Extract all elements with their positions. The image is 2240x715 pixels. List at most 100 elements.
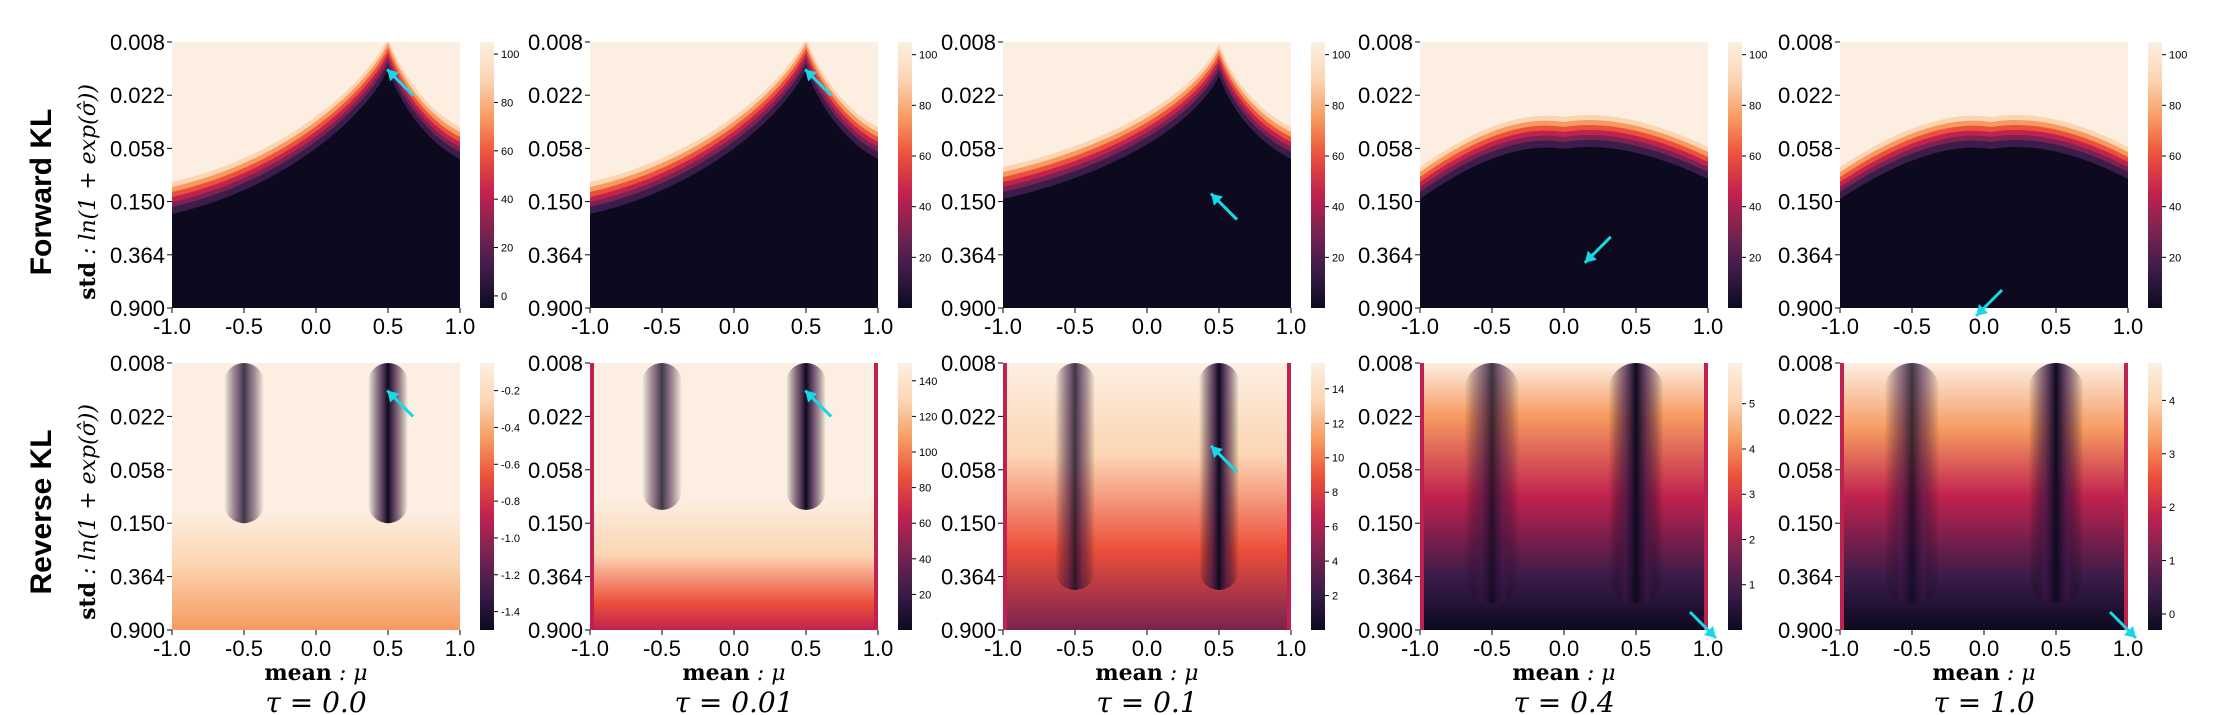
colorbar-tick-label: 14 (1332, 384, 1344, 396)
x-tick-label: -1.0 (1821, 636, 1859, 661)
y-tick-label: 0.008 (1358, 30, 1413, 55)
colorbar (480, 42, 494, 308)
tau-label: τ = 0.01 (674, 686, 793, 715)
x-tick-label: 0.0 (1132, 314, 1163, 339)
y-tick-label: 0.150 (1358, 190, 1413, 215)
x-axis-label: mean : μ (682, 660, 785, 686)
y-tick-label: 0.058 (1778, 136, 1833, 161)
y-tick-label: 0.364 (1358, 243, 1413, 268)
x-tick-label: 0.5 (1621, 314, 1652, 339)
colorbar-tick-label: 100 (919, 447, 937, 459)
x-axis-label: mean : μ (1512, 660, 1615, 686)
y-tick-label: 0.058 (1778, 458, 1833, 483)
optimum-arrow-head (1211, 445, 1223, 458)
heatmap-field (1420, 363, 1708, 630)
colorbar-tick-label: 10 (1332, 453, 1344, 465)
colorbar-tick-label: 40 (1332, 202, 1344, 214)
colorbar (1728, 363, 1742, 630)
x-axis-label: mean : μ (264, 660, 367, 686)
heatmap-edge (1420, 363, 1424, 630)
heatmap-background (1420, 363, 1708, 630)
tau-label: τ = 0.4 (1513, 686, 1614, 715)
y-tick-label: 0.058 (941, 136, 996, 161)
colorbar-tick-label: 60 (2169, 151, 2181, 163)
heatmap-edge (1003, 363, 1007, 630)
colorbar-tick-label: 8 (1332, 487, 1338, 499)
colorbar-tick-label: 2 (1332, 591, 1338, 603)
heatmap-column (368, 363, 408, 524)
colorbar-tick-label: 100 (1332, 50, 1350, 62)
optimum-arrow-head (1976, 304, 1988, 316)
heatmap-field (172, 363, 460, 630)
heatmap-basin (590, 70, 878, 308)
x-axis-label-math: : μ (2000, 661, 2036, 686)
x-tick-label: 0.5 (2041, 314, 2072, 339)
heatmap-column (2028, 363, 2084, 604)
y-tick-label: 0.364 (1358, 565, 1413, 590)
y-tick-label: 0.022 (1358, 404, 1413, 429)
heatmap-field (1840, 363, 2128, 630)
heatmap-panel: -1.0 -0.5 0.0 0.5 1.0 0.008 0.022 0.058 0.150 0.3… (110, 30, 519, 339)
heatmap-field (590, 363, 878, 630)
heatmap-field (590, 42, 878, 308)
colorbar-tick-label: 100 (2169, 50, 2187, 62)
y-tick-label: 0.022 (528, 404, 583, 429)
colorbar-tick-label: 20 (2169, 252, 2181, 264)
colorbar-tick-label: 3 (2169, 449, 2175, 461)
x-tick-label: -0.5 (1056, 314, 1094, 339)
y-tick-label: 0.022 (941, 404, 996, 429)
x-tick-label: 0.0 (301, 636, 332, 661)
heatmap-background (1840, 363, 2128, 630)
y-tick-label: 0.900 (110, 618, 165, 643)
x-axis-label-math: : μ (1580, 661, 1616, 686)
y-tick-label: 0.008 (528, 30, 583, 55)
y-tick-label: 0.364 (941, 243, 996, 268)
colorbar (898, 42, 912, 308)
x-tick-label: 1.0 (1276, 636, 1307, 661)
heatmap-column (1055, 363, 1095, 590)
y-tick-label: 0.022 (1778, 83, 1833, 108)
y-tick-label: 0.058 (528, 136, 583, 161)
x-tick-label: -1.0 (1401, 636, 1439, 661)
x-tick-label: 0.0 (301, 314, 332, 339)
x-tick-label: 0.0 (719, 314, 750, 339)
optimum-arrow-head (387, 390, 400, 403)
y-tick-label: 0.364 (110, 565, 165, 590)
x-axis-label: mean : μ (1095, 660, 1198, 686)
optimum-arrow-head (1211, 193, 1223, 206)
x-tick-label: -1.0 (153, 636, 191, 661)
colorbar-tick-label: 4 (2169, 395, 2175, 407)
x-tick-label: 0.5 (1204, 314, 1235, 339)
y-tick-label: 0.008 (1778, 351, 1833, 376)
heatmap-panel: -1.0 -0.5 0.0 0.5 1.0 0.008 0.022 0.058 0.150 0.3… (1778, 351, 2175, 715)
x-tick-label: -1.0 (153, 314, 191, 339)
heatmap-column (1608, 363, 1664, 604)
x-axis-label-bold: mean (682, 660, 750, 686)
y-tick-label: 0.364 (528, 243, 583, 268)
heatmap-column (786, 363, 826, 510)
x-tick-label: 0.5 (1621, 636, 1652, 661)
colorbar-tick-label: 60 (1749, 151, 1761, 163)
colorbar-tick-label: 80 (919, 483, 931, 495)
y-tick-label: 0.150 (110, 190, 165, 215)
y-tick-label: 0.008 (941, 351, 996, 376)
colorbar-tick-label: 1 (1749, 580, 1755, 592)
heatmap-field (172, 42, 460, 308)
x-tick-label: 1.0 (863, 314, 894, 339)
heatmap-basin (1003, 76, 1291, 308)
y-tick-label: 0.058 (110, 136, 165, 161)
colorbar-tick-label: 80 (2169, 100, 2181, 112)
colorbar (2148, 42, 2162, 308)
y-tick-label: 0.022 (1778, 404, 1833, 429)
x-tick-label: 0.5 (373, 314, 404, 339)
y-tick-label: 0.364 (528, 565, 583, 590)
heatmap-panel: -1.0 -0.5 0.0 0.5 1.0 0.008 0.022 0.058 0.150 0.3… (528, 351, 937, 715)
colorbar-tick-label: 40 (2169, 202, 2181, 214)
x-tick-label: 1.0 (1276, 314, 1307, 339)
colorbar (1311, 363, 1325, 630)
x-tick-label: 1.0 (2113, 314, 2144, 339)
x-axis-label-math: : μ (1163, 661, 1199, 686)
y-tick-label: 0.022 (528, 83, 583, 108)
x-tick-label: -1.0 (571, 636, 609, 661)
